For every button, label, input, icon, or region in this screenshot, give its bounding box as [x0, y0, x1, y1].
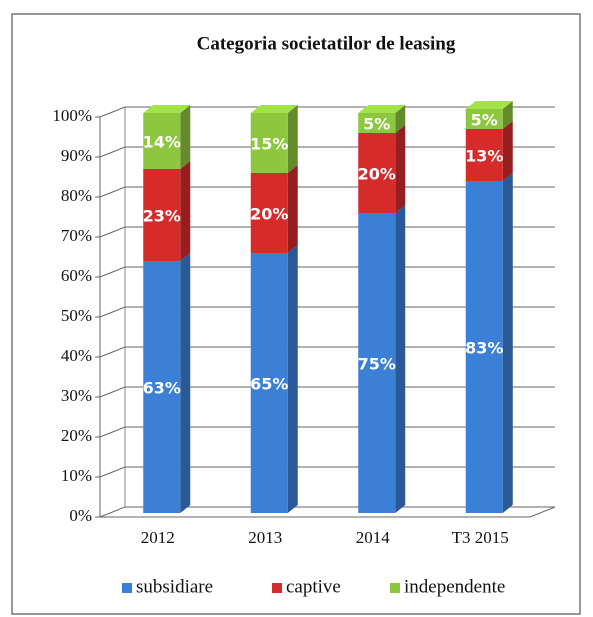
data-label: 83%: [465, 339, 503, 358]
x-tick-label: 2014: [356, 528, 391, 547]
bar-segment: [250, 245, 298, 513]
data-label: 75%: [358, 355, 396, 374]
chart-title: Categoria societatilor de leasing: [197, 33, 456, 54]
bar-top: [143, 105, 191, 113]
y-tick-label: 20%: [61, 426, 92, 445]
bar-segment: [250, 165, 298, 253]
bar-segment: [143, 105, 191, 169]
y-tick-label: 80%: [61, 186, 92, 205]
data-label: 65%: [250, 375, 288, 394]
y-tick-label: 100%: [52, 106, 92, 125]
y-tick-label: 50%: [61, 306, 92, 325]
bar-side: [180, 161, 191, 261]
bar-top: [358, 105, 406, 113]
legend-swatch: [390, 583, 400, 593]
bar-side: [287, 165, 298, 253]
bar-top: [250, 105, 298, 113]
data-label: 13%: [465, 147, 503, 166]
y-tick-label: 10%: [61, 466, 92, 485]
legend-label: independente: [404, 576, 505, 597]
bar-side: [287, 245, 298, 513]
legend-swatch: [122, 583, 132, 593]
grid-line: [99, 426, 555, 438]
grid-line: [99, 506, 555, 518]
x-tick-label: T3 2015: [452, 528, 509, 547]
bar: [358, 113, 396, 133]
data-label: 14%: [143, 133, 181, 152]
grid-line: [99, 226, 555, 238]
bar: [143, 261, 181, 513]
data-label: 20%: [358, 165, 396, 184]
legend-swatch: [272, 583, 282, 593]
bar-segment: [465, 173, 513, 513]
bar-side: [502, 173, 513, 513]
data-label: 5%: [471, 111, 498, 130]
y-tick-label: 0%: [69, 506, 92, 525]
grid-line: [99, 146, 555, 158]
bar-side: [502, 101, 513, 129]
x-tick-label: 2012: [141, 528, 175, 547]
data-label: 20%: [250, 205, 288, 224]
bar-segment: [465, 101, 513, 129]
bar-segment: [250, 105, 298, 173]
grid-line: [99, 386, 555, 398]
grid-line: [99, 466, 555, 478]
bar: [143, 113, 181, 169]
bar: [465, 181, 503, 513]
bar-segment: [465, 121, 513, 181]
bar: [250, 113, 288, 173]
bar-side: [395, 105, 406, 133]
bar-top: [465, 101, 513, 109]
bar: [358, 213, 396, 513]
grid-line: [99, 306, 555, 318]
bar: [465, 129, 503, 181]
bar: [465, 109, 503, 129]
bar-side: [287, 105, 298, 173]
bar-segment: [358, 105, 406, 133]
bar: [250, 253, 288, 513]
data-label: 63%: [143, 379, 181, 398]
data-label: 5%: [363, 115, 390, 134]
data-label: 23%: [143, 207, 181, 226]
bar-segment: [358, 205, 406, 513]
legend-label: captive: [286, 576, 341, 597]
bar: [250, 173, 288, 253]
grid-line: [99, 106, 555, 118]
y-tick-label: 70%: [61, 226, 92, 245]
bar-side: [395, 205, 406, 513]
bar-side: [180, 253, 191, 513]
data-label: 15%: [250, 135, 288, 154]
y-tick-label: 30%: [61, 386, 92, 405]
x-tick-label: 2013: [248, 528, 282, 547]
bar-segment: [143, 161, 191, 261]
y-tick-label: 90%: [61, 146, 92, 165]
y-tick-label: 40%: [61, 346, 92, 365]
grid-line: [99, 266, 555, 278]
grid-line: [99, 186, 555, 198]
grid-line: [99, 346, 555, 358]
bar-side: [395, 125, 406, 213]
bar-segment: [143, 253, 191, 513]
bar-side: [180, 105, 191, 169]
legend-label: subsidiare: [136, 576, 213, 597]
bar: [358, 133, 396, 213]
bar: [143, 169, 181, 261]
bar-segment: [358, 125, 406, 213]
bar-side: [502, 121, 513, 181]
y-tick-label: 60%: [61, 266, 92, 285]
